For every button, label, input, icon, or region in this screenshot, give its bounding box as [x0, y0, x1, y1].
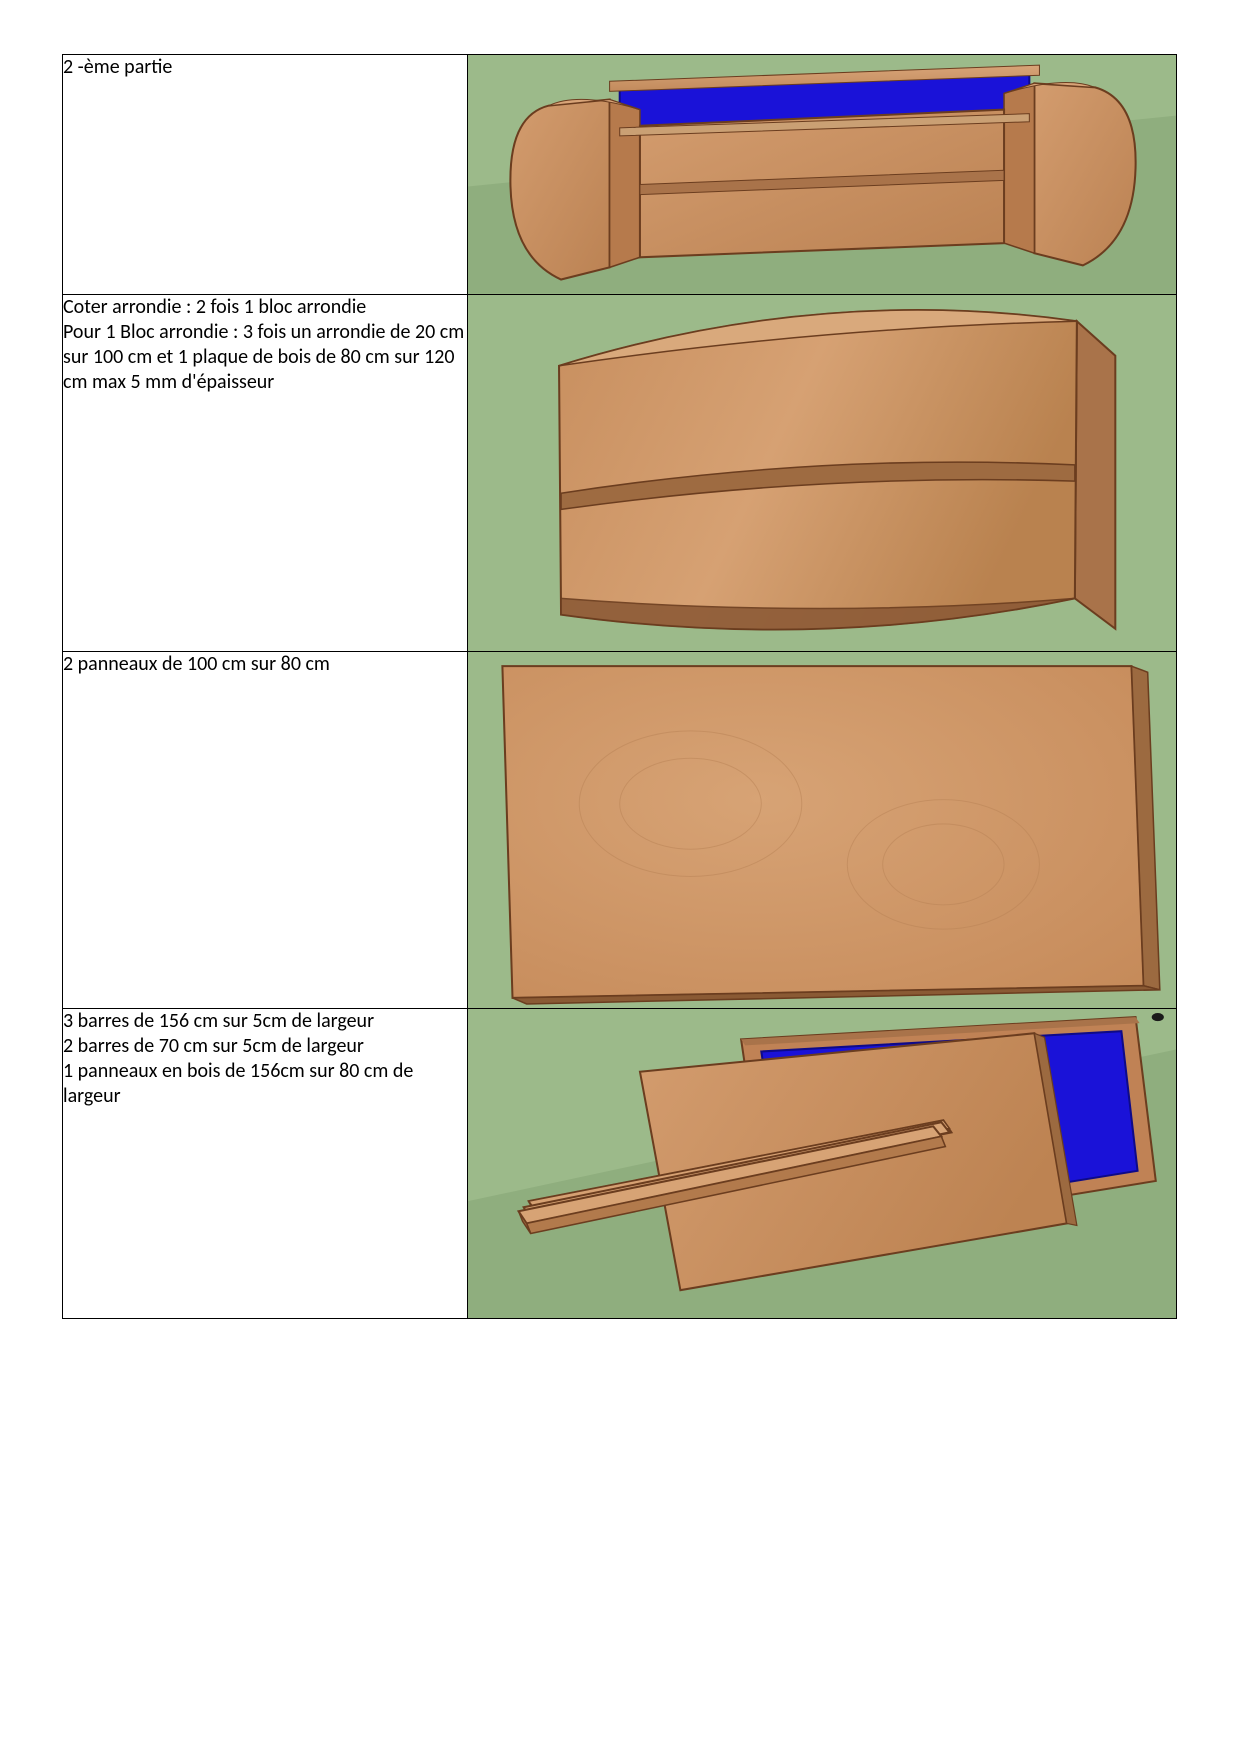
- step-image-2: [468, 651, 1177, 1008]
- step-image-0: [468, 55, 1177, 295]
- table-row: 2 -ème partie: [63, 55, 1177, 295]
- step-text-3: 3 barres de 156 cm sur 5cm de largeur2 b…: [63, 1008, 468, 1318]
- step-text-content: 2 -ème partie: [63, 55, 172, 79]
- step-text-content: 3 barres de 156 cm sur 5cm de largeur2 b…: [63, 1009, 413, 1108]
- table-row: Coter arrondie : 2 fois 1 bloc arrondieP…: [63, 294, 1177, 651]
- step-image-3: [468, 1008, 1177, 1318]
- table-row: 3 barres de 156 cm sur 5cm de largeur2 b…: [63, 1008, 1177, 1318]
- step-text-0: 2 -ème partie: [63, 55, 468, 295]
- step-text-1: Coter arrondie : 2 fois 1 bloc arrondieP…: [63, 294, 468, 651]
- instruction-table: 2 -ème partie: [62, 54, 1177, 1319]
- page: 2 -ème partie: [0, 0, 1239, 1753]
- step-text-content: 2 panneaux de 100 cm sur 80 cm: [63, 652, 330, 676]
- step-text-2: 2 panneaux de 100 cm sur 80 cm: [63, 651, 468, 1008]
- step-image-1: [468, 294, 1177, 651]
- table-row: 2 panneaux de 100 cm sur 80 cm: [63, 651, 1177, 1008]
- step-text-content: Coter arrondie : 2 fois 1 bloc arrondieP…: [63, 295, 464, 394]
